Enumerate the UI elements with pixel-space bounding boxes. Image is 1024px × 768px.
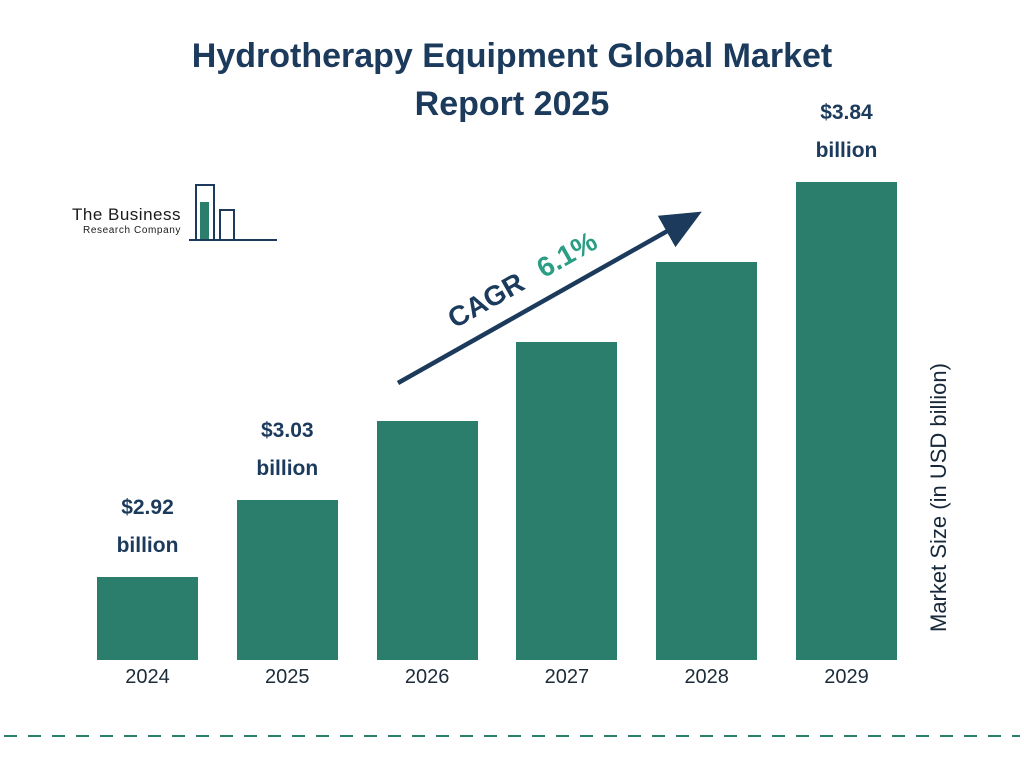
company-logo: The Business Research Company [72,178,279,246]
y-axis-title: Market Size (in USD billion) [926,363,951,633]
bar-unit: billion [815,139,878,162]
company-logo-text: The Business Research Company [72,205,181,236]
x-axis-label-2027: 2027 [544,666,590,688]
x-axis-label-2025: 2025 [265,666,310,688]
x-axis-label-2029: 2029 [824,666,869,688]
bar-2026 [376,421,478,660]
page-title: Hydrotherapy Equipment Global Market Rep… [191,37,833,124]
x-axis-labels: 2024 2025 2026 2027 2028 2029 [97,666,897,689]
bar-chart: $2.92 billion $3.03 billion [97,94,897,660]
bar-unit: billion [256,457,319,480]
bar-column-2028 [656,250,758,660]
x-axis-label-2024: 2024 [125,666,170,688]
x-axis-label-2028: 2028 [684,666,729,688]
bar-column-2029: $3.84 billion [795,94,897,660]
logo-bar-chart-icon [189,184,277,241]
bar-amount: $3.03 [261,419,314,442]
bar-column-2025: $3.03 billion [236,412,338,660]
bar-column-2024: $2.92 billion [97,489,198,660]
bar-amount: $3.84 [820,101,873,124]
bar-value-label-2029: $3.84 billion [816,94,878,170]
bar-2025 [236,500,338,660]
bar-2024 [97,577,198,660]
bar-2028 [656,262,758,660]
bar-amount: $2.92 [121,496,174,519]
x-axis-label-2026: 2026 [404,666,450,688]
bar-value-label-2024: $2.92 billion [117,489,179,565]
logo-name-line2: Research Company [83,225,181,236]
bar-column-2026 [376,409,478,660]
bar-value-label-2025: $3.03 billion [256,412,318,488]
bar-unit: billion [116,534,179,557]
bar-2029 [795,182,897,660]
bar-column-2027 [516,330,618,660]
bar-2027 [516,342,618,660]
dashed-divider [4,735,1020,737]
logo-name-line1: The Business [72,205,181,224]
